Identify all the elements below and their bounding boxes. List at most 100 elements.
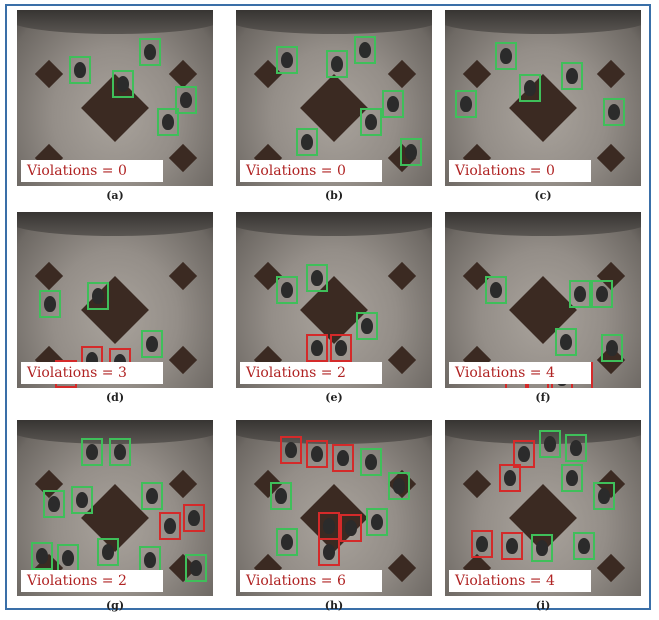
pedestrian bbox=[285, 442, 297, 458]
pedestrian bbox=[146, 336, 158, 352]
overhead-camera-image: Violations = 3 bbox=[17, 212, 213, 388]
detection-bounding-box bbox=[382, 90, 404, 118]
detection-bounding-box bbox=[360, 448, 382, 476]
violation-bounding-box bbox=[306, 440, 328, 468]
pedestrian bbox=[48, 496, 60, 512]
detection-bounding-box bbox=[400, 138, 422, 166]
pedestrian bbox=[36, 548, 48, 564]
pedestrian bbox=[146, 488, 158, 504]
detection-bounding-box bbox=[593, 482, 615, 510]
floor-tile bbox=[387, 261, 417, 291]
violation-bounding-box bbox=[513, 440, 535, 468]
pedestrian bbox=[574, 286, 586, 302]
violations-count-label: Violations = 0 bbox=[449, 160, 591, 182]
pedestrian bbox=[335, 340, 347, 356]
violations-count-label: Violations = 4 bbox=[449, 570, 591, 592]
detection-bounding-box bbox=[276, 46, 298, 74]
pedestrian bbox=[536, 540, 548, 556]
violation-bounding-box bbox=[318, 512, 340, 540]
pedestrian bbox=[337, 450, 349, 466]
detection-bounding-box bbox=[276, 528, 298, 556]
pedestrian bbox=[570, 440, 582, 456]
pedestrian bbox=[365, 454, 377, 470]
pedestrian bbox=[578, 538, 590, 554]
detection-bounding-box bbox=[71, 486, 93, 514]
pedestrian bbox=[504, 470, 516, 486]
detection-bounding-box bbox=[603, 98, 625, 126]
violation-bounding-box bbox=[183, 504, 205, 532]
detection-bounding-box bbox=[326, 50, 348, 78]
pedestrian bbox=[365, 114, 377, 130]
detection-bounding-box bbox=[519, 74, 541, 102]
panel-caption: (g) bbox=[105, 599, 125, 612]
detection-bounding-box bbox=[569, 280, 591, 308]
pedestrian bbox=[301, 134, 313, 150]
pedestrian bbox=[190, 560, 202, 576]
detection-bounding-box bbox=[81, 438, 103, 466]
floor-tile bbox=[462, 469, 492, 499]
pedestrian bbox=[518, 446, 530, 462]
detection-bounding-box bbox=[485, 276, 507, 304]
detection-bounding-box bbox=[495, 42, 517, 70]
panel-h: Violations = 6 (h) bbox=[236, 420, 432, 620]
pedestrian bbox=[323, 518, 335, 534]
floor-tile bbox=[596, 553, 626, 583]
detection-bounding-box bbox=[43, 490, 65, 518]
detection-bounding-box bbox=[109, 438, 131, 466]
pedestrian bbox=[144, 44, 156, 60]
pedestrian bbox=[92, 288, 104, 304]
detection-bounding-box bbox=[97, 538, 119, 566]
detection-bounding-box bbox=[276, 276, 298, 304]
detection-bounding-box bbox=[87, 282, 109, 310]
detection-bounding-box bbox=[270, 482, 292, 510]
detection-bounding-box bbox=[175, 86, 197, 114]
detection-bounding-box bbox=[539, 430, 561, 458]
violations-count-label: Violations = 2 bbox=[240, 362, 382, 384]
violations-count-label: Violations = 2 bbox=[21, 570, 163, 592]
pedestrian bbox=[281, 282, 293, 298]
violation-bounding-box bbox=[340, 514, 362, 542]
pedestrian bbox=[544, 436, 556, 452]
overhead-camera-image: Violations = 0 bbox=[17, 10, 213, 186]
violation-bounding-box bbox=[159, 512, 181, 540]
violations-count-label: Violations = 3 bbox=[21, 362, 163, 384]
panel-caption: (f) bbox=[535, 391, 551, 404]
detection-bounding-box bbox=[356, 312, 378, 340]
pedestrian bbox=[608, 104, 620, 120]
overhead-camera-image: Violations = 0 bbox=[236, 10, 432, 186]
pedestrian bbox=[387, 96, 399, 112]
floor-tile bbox=[387, 553, 417, 583]
pedestrian bbox=[476, 536, 488, 552]
panel-caption: (i) bbox=[535, 599, 551, 612]
overhead-camera-image: Violations = 0 bbox=[445, 10, 641, 186]
detection-bounding-box bbox=[561, 62, 583, 90]
detection-bounding-box bbox=[455, 90, 477, 118]
pedestrian bbox=[281, 534, 293, 550]
panel-i: Violations = 4 (i) bbox=[445, 420, 641, 620]
panel-caption: (e) bbox=[325, 391, 343, 404]
panel-g: Violations = 2 (g) bbox=[17, 420, 213, 620]
floor-tile bbox=[168, 261, 198, 291]
violations-count-label: Violations = 0 bbox=[240, 160, 382, 182]
violation-bounding-box bbox=[306, 334, 328, 362]
pedestrian bbox=[596, 286, 608, 302]
pedestrian bbox=[180, 92, 192, 108]
overhead-camera-image: Violations = 2 bbox=[236, 212, 432, 388]
detection-bounding-box bbox=[39, 290, 61, 318]
pedestrian bbox=[114, 444, 126, 460]
pedestrian bbox=[311, 270, 323, 286]
floor-tile bbox=[168, 469, 198, 499]
floor-tile bbox=[387, 59, 417, 89]
pedestrian bbox=[490, 282, 502, 298]
violation-bounding-box bbox=[471, 530, 493, 558]
detection-bounding-box bbox=[112, 70, 134, 98]
pedestrian bbox=[44, 296, 56, 312]
pedestrian bbox=[188, 510, 200, 526]
pedestrian bbox=[566, 470, 578, 486]
pedestrian bbox=[62, 550, 74, 566]
panel-caption: (a) bbox=[106, 189, 124, 202]
detection-bounding-box bbox=[306, 264, 328, 292]
violations-count-label: Violations = 0 bbox=[21, 160, 163, 182]
detection-bounding-box bbox=[57, 544, 79, 572]
detection-bounding-box bbox=[185, 554, 207, 582]
